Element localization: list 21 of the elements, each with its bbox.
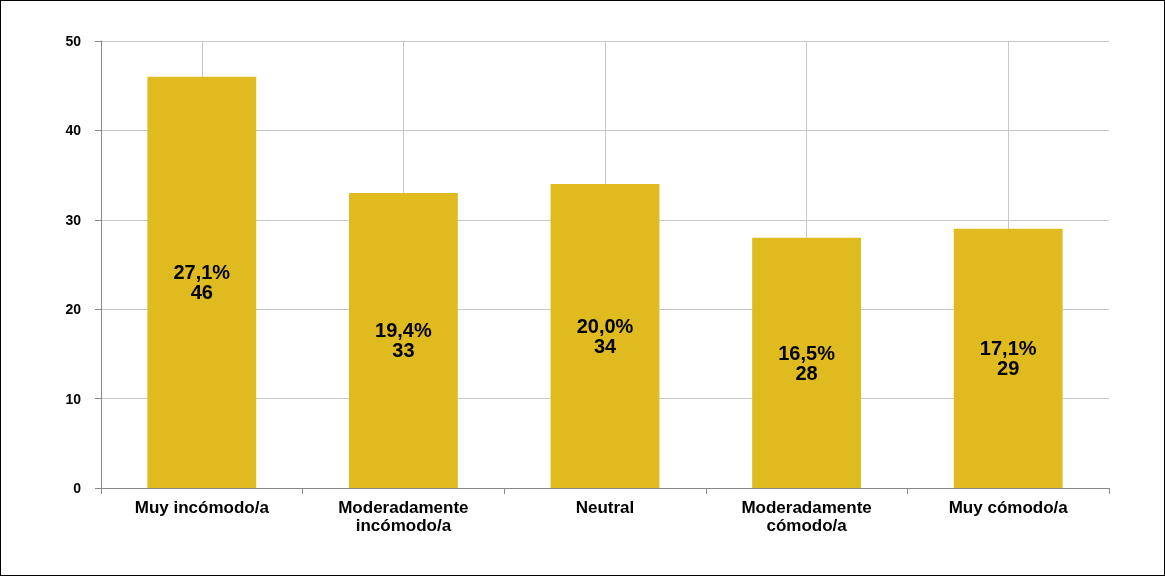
y-tick-label: 50: [65, 33, 82, 49]
y-tick-label: 30: [65, 211, 82, 228]
x-tick-label: Moderadamente cómodo/a: [741, 497, 872, 535]
x-tick-label: Moderadamente incómodo/a: [338, 497, 469, 535]
data-label: 17,1% 29: [979, 337, 1037, 380]
x-tick-label: Muy incómodo/a: [134, 497, 270, 517]
data-label: 27,1% 46: [173, 261, 231, 304]
data-label: 20,0% 34: [576, 315, 634, 358]
bar: [752, 237, 862, 488]
y-tick-label: 20: [65, 301, 82, 318]
data-label: 19,4% 33: [375, 319, 432, 362]
bar: [348, 192, 458, 488]
y-tick-label: 10: [65, 390, 82, 407]
data-label: 16,5% 28: [778, 341, 836, 384]
x-tick-label: Neutral: [575, 497, 635, 517]
x-tick-label: Muy cómodo/a: [948, 497, 1069, 517]
y-tick-label: 40: [65, 122, 82, 139]
y-tick-label: 0: [73, 480, 82, 496]
bar: [550, 184, 660, 488]
bar: [147, 76, 257, 488]
bar: [953, 228, 1063, 488]
